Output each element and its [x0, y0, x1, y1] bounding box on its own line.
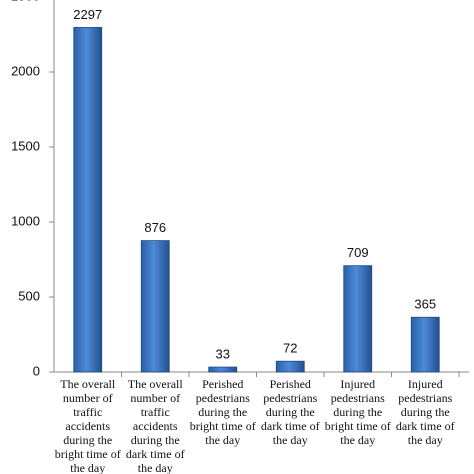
x-tick-label-box: The overall number of traffic accidents …: [54, 377, 121, 474]
x-tick-label-box: Perished pedestrians during the dark tim…: [260, 377, 320, 447]
x-tick-label-box: Perished pedestrians during the bright t…: [189, 377, 256, 447]
y-tick-label: 1000: [11, 213, 40, 228]
value-label: 876: [144, 220, 166, 235]
value-label: 365: [414, 297, 436, 312]
bar: [73, 27, 103, 373]
value-label: 33: [216, 346, 230, 361]
y-tick-label: 2000: [11, 63, 40, 78]
bar: [410, 316, 440, 373]
bar: [275, 360, 305, 373]
value-label: 2297: [73, 7, 102, 22]
x-tick-label: The overall number of traffic accidents …: [54, 377, 121, 474]
x-tick-label: Perished pedestrians during the dark tim…: [260, 377, 320, 447]
x-tick-label: Injured pedestrians during the bright ti…: [324, 377, 391, 447]
x-tick-label: Injured pedestrians during the dark time…: [395, 377, 455, 447]
y-tick-label: 500: [18, 288, 40, 303]
y-tick-label: 1500: [11, 138, 40, 153]
value-label: 72: [283, 341, 297, 356]
bar: [208, 366, 238, 373]
bar: [140, 240, 170, 373]
value-label: 709: [347, 245, 369, 260]
x-tick-label-box: The overall number of traffic accidents …: [125, 377, 185, 474]
x-tick-label-box: Injured pedestrians during the bright ti…: [324, 377, 391, 447]
x-tick-label: Perished pedestrians during the bright t…: [189, 377, 256, 447]
x-tick-label-box: Injured pedestrians during the dark time…: [395, 377, 455, 447]
bar: [343, 265, 373, 373]
x-tick-label: The overall number of traffic accidents …: [125, 377, 185, 474]
y-tick-label: 2500: [11, 0, 40, 3]
y-tick-label: 0: [33, 363, 40, 378]
